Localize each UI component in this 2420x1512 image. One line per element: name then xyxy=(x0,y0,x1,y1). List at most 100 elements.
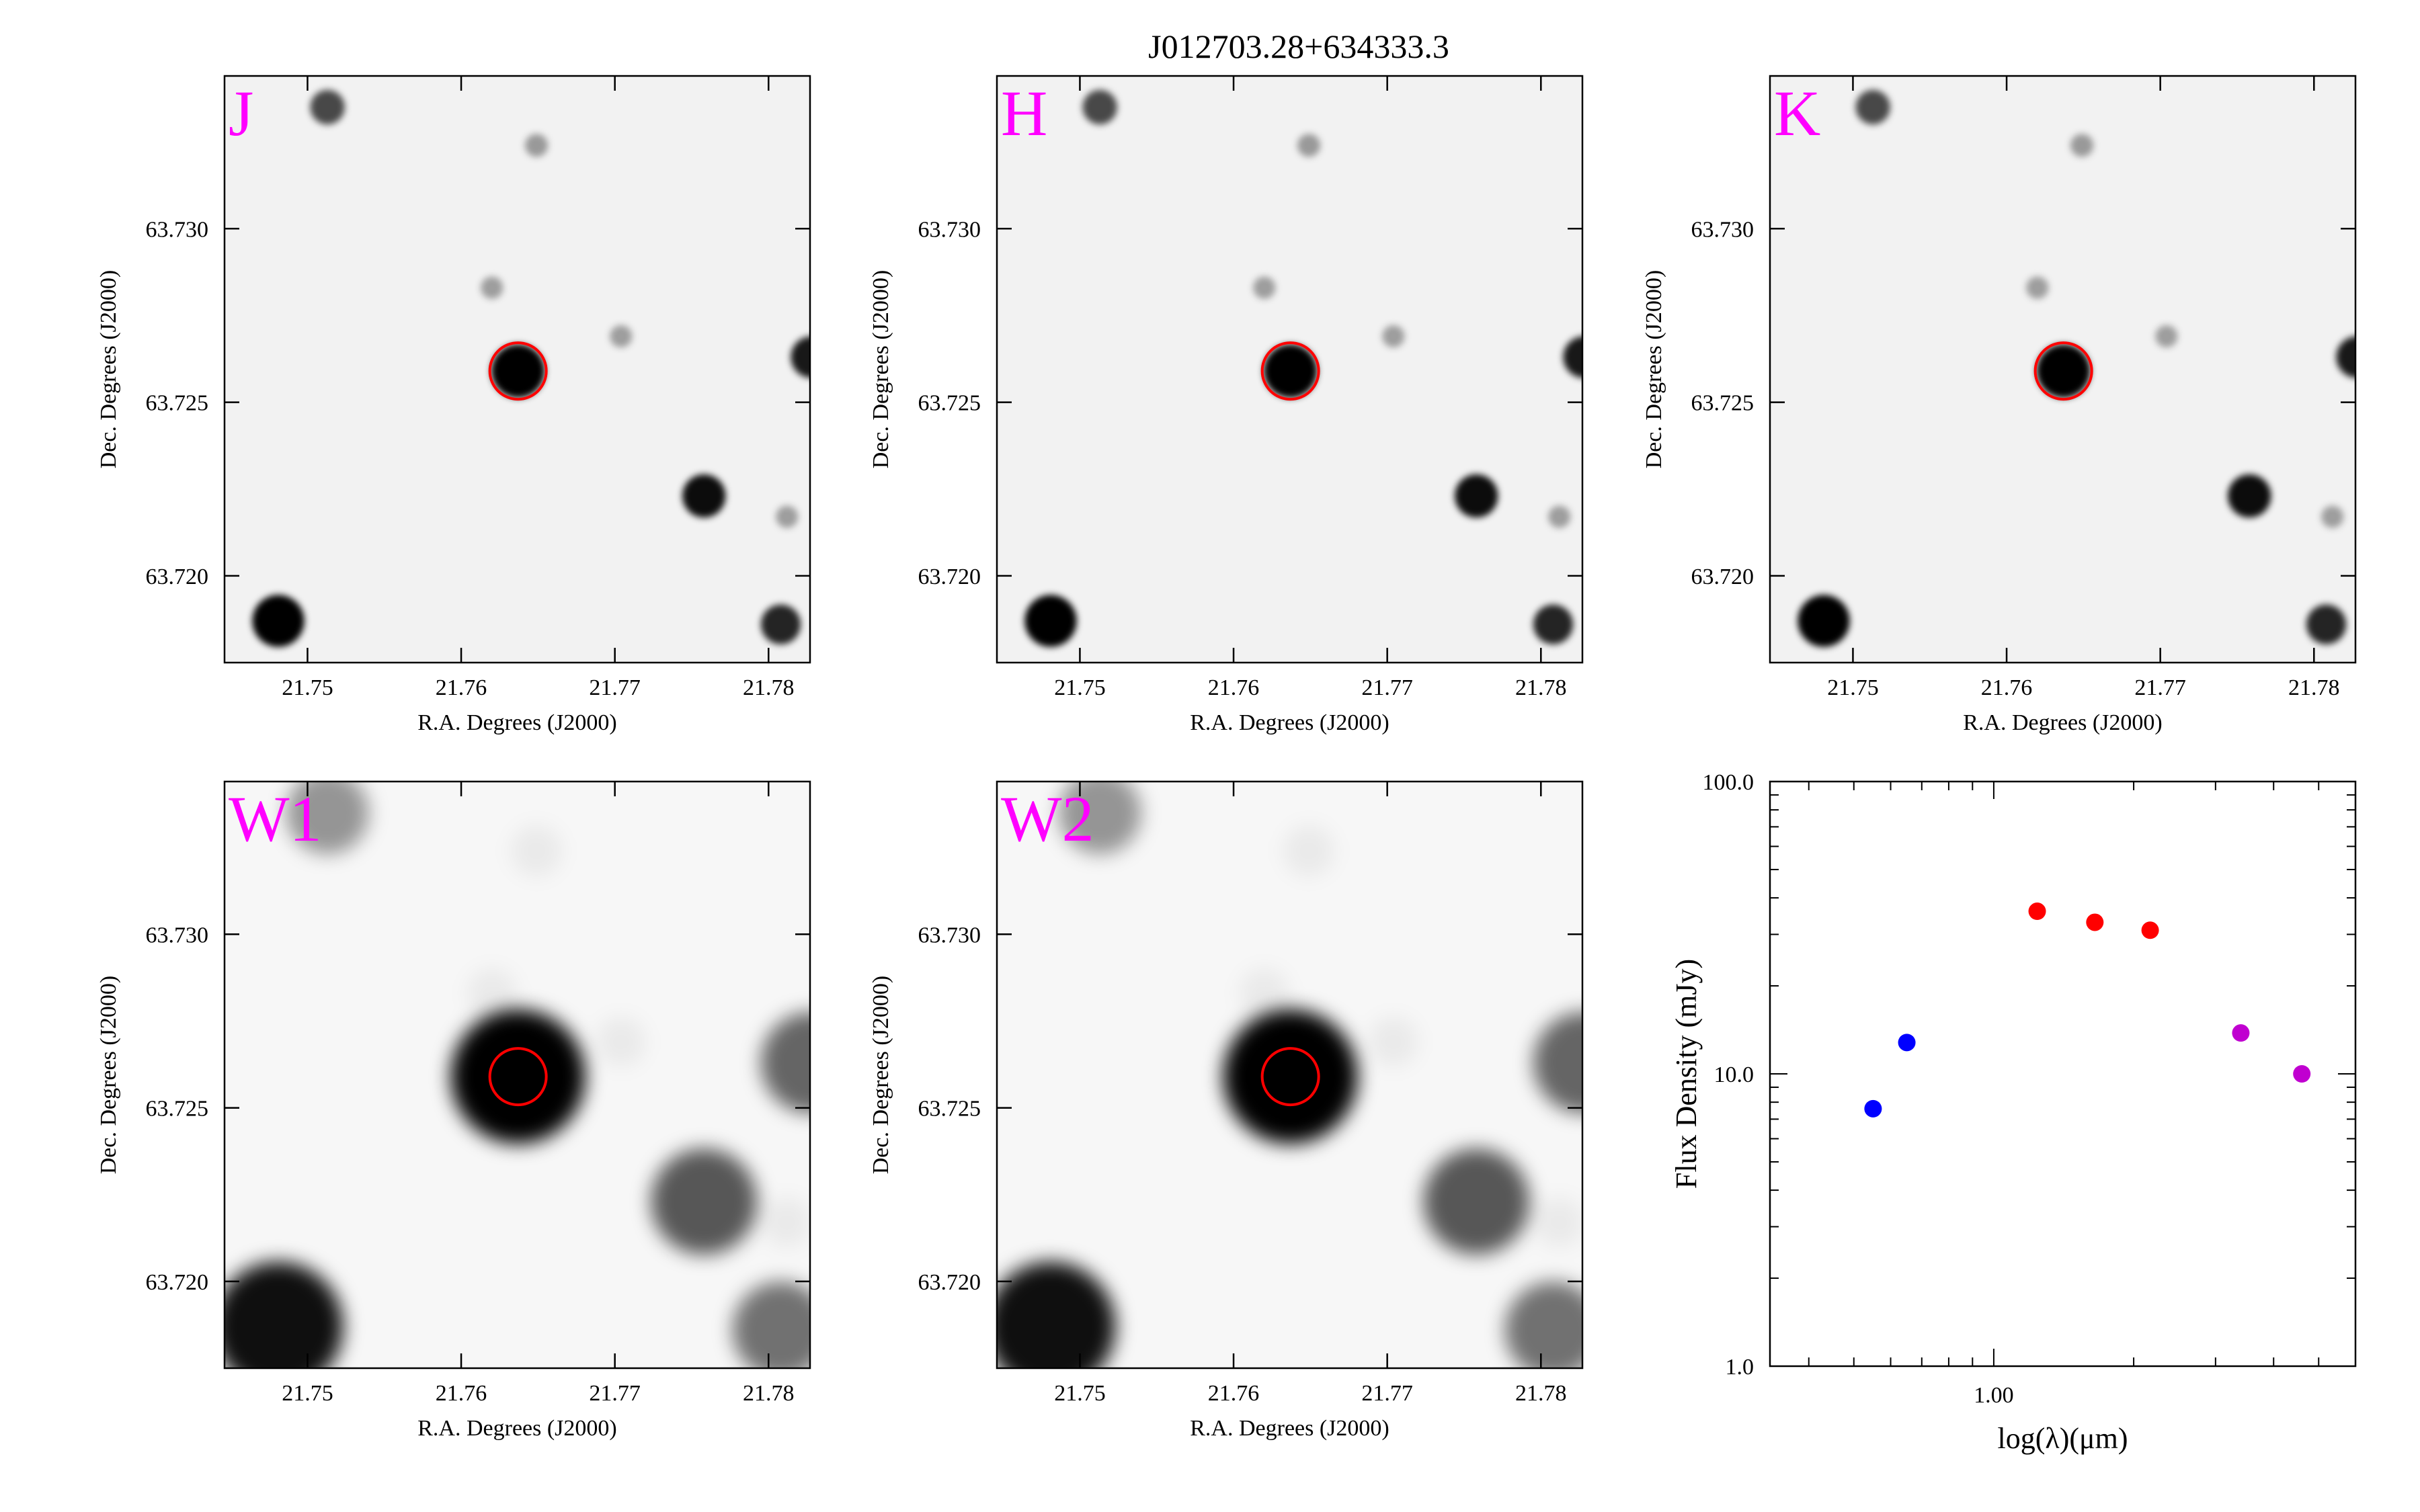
x-axis-label: R.A. Degrees (J2000) xyxy=(417,1416,617,1441)
star-source xyxy=(2228,474,2271,518)
x-tick-label: 21.75 xyxy=(282,675,333,700)
y-tick-label: 63.730 xyxy=(1691,217,1755,242)
sed-y-tick-label: 10.0 xyxy=(1714,1062,1755,1087)
x-axis-label: R.A. Degrees (J2000) xyxy=(1190,710,1389,735)
star-source xyxy=(610,325,633,348)
sed-series-2 xyxy=(2232,1024,2311,1083)
star-source xyxy=(1563,336,1582,378)
star-source xyxy=(1283,825,1335,877)
band-label: K xyxy=(1774,77,1820,149)
panel-frame xyxy=(1769,75,2357,664)
star-source xyxy=(481,276,503,299)
x-tick-label: 21.76 xyxy=(436,1381,487,1406)
star-source xyxy=(2026,276,2049,299)
star-source xyxy=(1253,276,1276,299)
y-axis-label: Dec. Degrees (J2000) xyxy=(96,270,121,469)
x-tick-label: 21.76 xyxy=(1208,1381,1260,1406)
sed-y-tick-label: 1.0 xyxy=(1726,1355,1755,1380)
y-tick-label: 63.725 xyxy=(1691,391,1755,416)
x-tick-label: 21.78 xyxy=(743,675,795,700)
x-tick-label: 21.77 xyxy=(2134,675,2186,700)
x-tick-label: 21.77 xyxy=(589,1381,641,1406)
x-tick-label: 21.78 xyxy=(2288,675,2340,700)
star-source xyxy=(524,134,549,157)
image-panel-w2: W2 21.75 21.76 21.77 21.78 63.720 63.725 63.730… xyxy=(869,780,1584,1441)
y-tick-label: 63.730 xyxy=(918,923,981,948)
x-tick-label: 21.77 xyxy=(589,675,641,700)
y-tick-label: 63.720 xyxy=(918,564,981,589)
x-tick-label: 21.76 xyxy=(1981,675,2033,700)
sed-frame xyxy=(1769,780,2357,1368)
x-tick-label: 21.76 xyxy=(1208,675,1260,700)
x-axis-label: R.A. Degrees (J2000) xyxy=(1963,710,2163,735)
panel-frame xyxy=(223,75,811,664)
sed-series-0 xyxy=(1864,1034,1916,1118)
x-tick-label: 21.78 xyxy=(1515,675,1567,700)
sed-data-point xyxy=(2028,902,2046,921)
star-source xyxy=(762,1198,810,1248)
star-source xyxy=(2306,604,2347,644)
sed-data-point xyxy=(1898,1034,1916,1052)
sed-data-point xyxy=(1864,1099,1882,1118)
x-tick-label: 21.77 xyxy=(1361,1381,1413,1406)
y-tick-label: 63.720 xyxy=(918,1270,981,1295)
image-panel-h: H 21.75 21.76 21.77 21.78 63.720 63.725 63.730 R… xyxy=(869,75,1584,735)
star-source xyxy=(732,1282,810,1368)
y-axis-label: Dec. Degrees (J2000) xyxy=(1642,270,1666,469)
sky-image xyxy=(225,76,810,663)
x-tick-label: 21.75 xyxy=(282,1381,333,1406)
band-label: J xyxy=(229,77,253,149)
target-circle xyxy=(488,341,548,401)
y-axis-label: Dec. Degrees (J2000) xyxy=(869,270,893,469)
star-source xyxy=(596,1017,646,1067)
band-label: W1 xyxy=(229,783,322,855)
sed-data-point xyxy=(2232,1024,2250,1042)
star-source xyxy=(1082,89,1117,125)
sed-y-axis-label: Flux Density (mJy) xyxy=(1670,959,1703,1189)
star-source xyxy=(2321,505,2344,528)
star-source xyxy=(1533,1011,1582,1114)
band-label: H xyxy=(1001,77,1047,149)
panel-frame xyxy=(996,780,1584,1370)
y-tick-label: 63.720 xyxy=(1691,564,1755,589)
star-source xyxy=(225,1261,344,1368)
y-tick-label: 63.730 xyxy=(146,923,209,948)
x-tick-label: 21.78 xyxy=(743,1381,795,1406)
star-source xyxy=(1223,1009,1358,1144)
sed-data-point xyxy=(2141,921,2159,939)
y-tick-label: 63.725 xyxy=(146,1097,209,1122)
sed-x-tick-label: 1.00 xyxy=(1974,1383,2014,1408)
star-source xyxy=(1368,1017,1418,1067)
x-axis-label: R.A. Degrees (J2000) xyxy=(417,710,617,735)
star-source xyxy=(1455,474,1498,518)
star-source xyxy=(1534,1198,1582,1248)
star-source xyxy=(1855,89,1890,125)
star-source xyxy=(1533,604,1574,644)
panel-frame xyxy=(996,75,1584,664)
star-source xyxy=(2336,336,2355,378)
star-source xyxy=(1423,1148,1530,1255)
image-panel-k: K 21.75 21.76 21.77 21.78 63.720 63.725 63.730 R… xyxy=(1642,75,2357,735)
sky-image xyxy=(225,782,810,1368)
x-tick-label: 21.75 xyxy=(1054,1381,1106,1406)
band-label: W2 xyxy=(1001,783,1094,855)
star-source xyxy=(310,89,345,125)
star-source xyxy=(1263,344,1318,398)
y-tick-label: 63.725 xyxy=(918,391,981,416)
star-source xyxy=(682,474,726,518)
sed-data-point xyxy=(2293,1065,2311,1083)
y-tick-label: 63.730 xyxy=(918,217,981,242)
star-source xyxy=(450,1009,586,1144)
x-tick-label: 21.75 xyxy=(1827,675,1879,700)
star-source xyxy=(252,595,305,647)
y-tick-label: 63.720 xyxy=(146,564,209,589)
star-source xyxy=(1024,595,1077,647)
y-axis-label: Dec. Degrees (J2000) xyxy=(869,976,893,1175)
star-source xyxy=(1504,1282,1582,1368)
sed-chart: 1.0 10.0 100.0 1.00 log(λ)(μm) Flux Density (… xyxy=(1670,770,2357,1455)
y-tick-label: 63.725 xyxy=(146,391,209,416)
sed-data-point xyxy=(2086,913,2104,931)
target-circle xyxy=(1260,1047,1320,1107)
star-source xyxy=(491,344,545,398)
